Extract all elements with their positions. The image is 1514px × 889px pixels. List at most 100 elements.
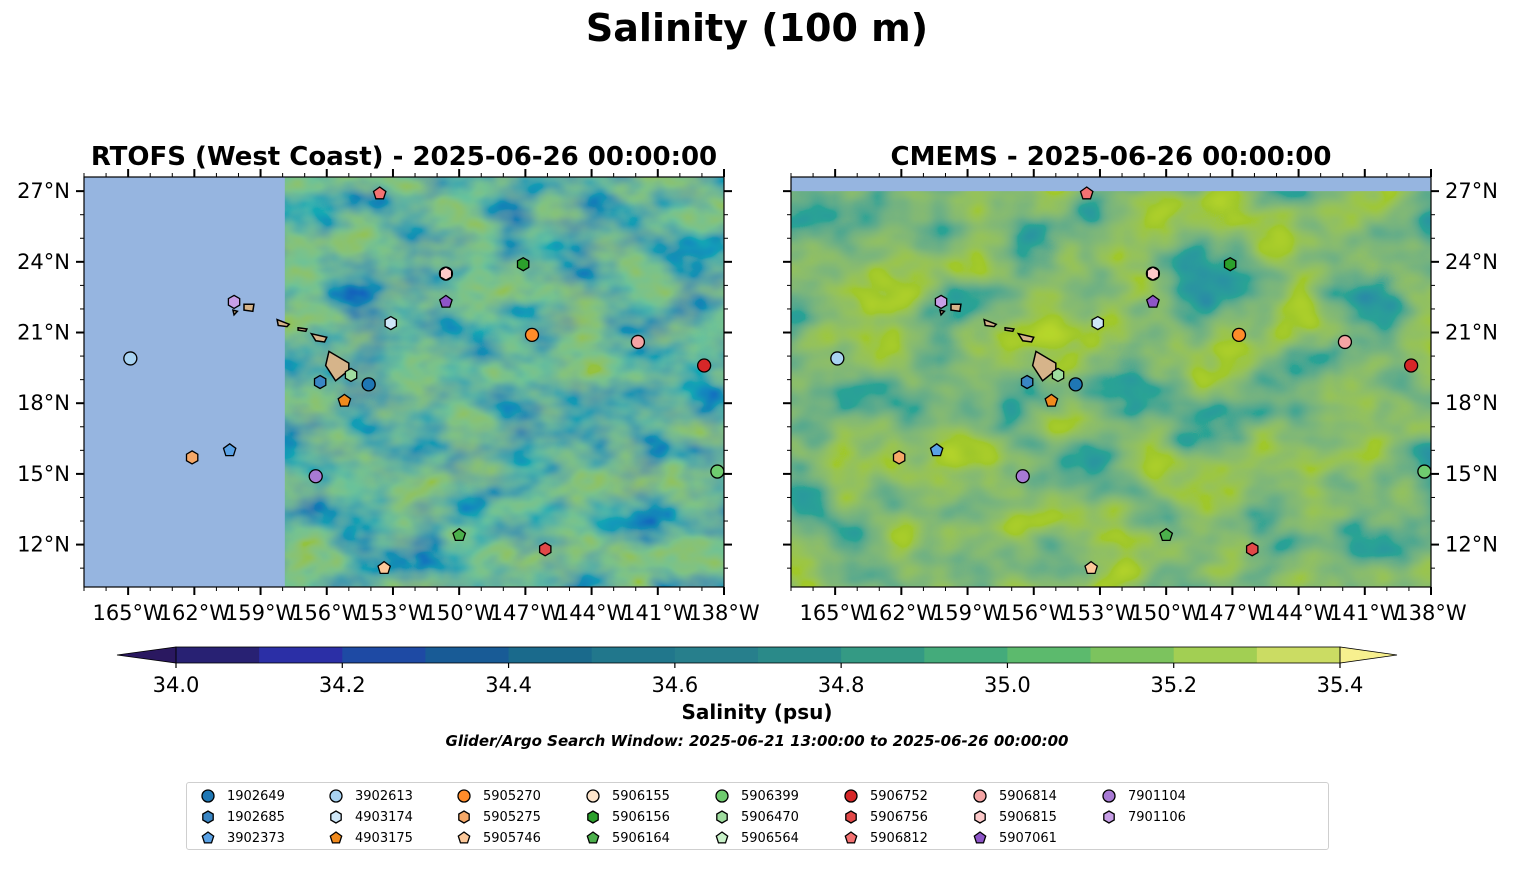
legend-item-5906756: 5906756 — [842, 807, 928, 827]
lon-tick-label: 141°W — [1329, 601, 1401, 625]
colorbar-bin — [259, 647, 343, 663]
platform-marker-5906156 — [1223, 256, 1237, 272]
legend-marker-5906155 — [586, 789, 600, 803]
legend-marker-5906470 — [716, 810, 728, 824]
lon-tick-label: 156°W — [291, 601, 363, 625]
lat-tick-label: 15°N — [17, 462, 70, 486]
legend-item-5907061: 5907061 — [971, 828, 1057, 848]
rtofs-map-panel: 165°W162°W159°W156°W153°W150°W147°W144°W… — [17, 169, 760, 625]
legend-marker-5906815 — [974, 810, 986, 824]
lon-tick-label: 159°W — [225, 601, 297, 625]
legend-item-5905746: 5905746 — [455, 828, 541, 848]
hexagon-marker-icon — [974, 810, 986, 824]
lon-tick-label: 144°W — [1263, 601, 1335, 625]
platform-marker-5906756 — [538, 542, 552, 557]
colorbar-tick-label: 34.6 — [651, 673, 698, 697]
platform-marker-3902613 — [123, 351, 138, 366]
lat-tick-label: 15°N — [1445, 462, 1498, 486]
circle-marker-icon — [1102, 789, 1116, 803]
rtofs-map-frame — [83, 176, 725, 588]
legend-marker-5906399 — [715, 789, 729, 803]
platform-marker-5906815 — [1146, 266, 1160, 281]
pentagon-marker-icon — [201, 831, 215, 844]
legend-label: 7901106 — [1128, 809, 1186, 825]
colorbar-bin — [924, 647, 1008, 663]
colorbar-tick-label: 35.0 — [984, 673, 1031, 697]
platform-marker-1902685 — [1020, 374, 1034, 390]
lon-tick-label: 138°W — [688, 601, 760, 625]
lat-tick-label: 27°N — [17, 179, 70, 203]
circle-marker-icon — [715, 789, 729, 803]
platform-marker-5906756 — [1245, 542, 1259, 557]
legend-marker-5906812 — [844, 831, 858, 844]
legend-item-5906156: 5906156 — [584, 807, 670, 827]
legend-marker-5906156 — [587, 810, 599, 824]
colorbar-bin — [342, 647, 426, 663]
pentagon-marker-icon — [844, 831, 858, 844]
rtofs-nodata-region — [84, 177, 285, 587]
colorbar-over-extension — [1339, 646, 1398, 664]
rtofs-panel-title: RTOFS (West Coast) - 2025-06-26 00:00:00 — [90, 142, 718, 172]
rtofs-salinity-field — [84, 177, 724, 587]
circle-marker-icon — [844, 789, 858, 803]
legend-label: 5906155 — [612, 788, 670, 804]
legend-label: 5905270 — [483, 788, 541, 804]
hexagon-marker-icon — [458, 810, 470, 824]
lon-tick-label: 144°W — [556, 601, 628, 625]
legend-marker-4903175 — [329, 831, 343, 844]
lat-tick-label: 24°N — [1445, 250, 1498, 274]
cmems-map-frame — [790, 176, 1432, 588]
cmems-nodata-strip — [791, 177, 1431, 192]
lon-tick-label: 159°W — [932, 601, 1004, 625]
colorbar-tick-label: 34.0 — [153, 673, 200, 697]
legend-label: 3902613 — [355, 788, 413, 804]
legend-item-7901106: 7901106 — [1100, 807, 1186, 827]
legend-marker-3902613 — [329, 789, 343, 803]
legend-item-5906564: 5906564 — [713, 828, 799, 848]
platform-marker-5906156 — [516, 256, 530, 272]
legend-marker-4903174 — [330, 810, 342, 824]
platform-marker-5905746 — [1084, 560, 1099, 575]
circle-marker-icon — [201, 789, 215, 803]
platform-marker-5905275 — [892, 450, 906, 465]
circle-marker-icon — [586, 789, 600, 803]
colorbar-tick-label: 34.4 — [485, 673, 532, 697]
legend-label: 1902685 — [227, 809, 285, 825]
platform-marker-4903174 — [384, 315, 398, 331]
hexagon-marker-icon — [1103, 810, 1115, 824]
lon-tick-label: 156°W — [998, 601, 1070, 625]
colorbar-bin — [1007, 647, 1092, 663]
legend-item-5906815: 5906815 — [971, 807, 1057, 827]
legend-label: 5906752 — [870, 788, 928, 804]
legend-label: 7901104 — [1128, 788, 1186, 804]
circle-marker-icon — [329, 789, 343, 803]
platform-marker-7901104 — [1015, 469, 1030, 484]
platform-marker-4903175 — [1044, 393, 1059, 407]
colorbar-tick-label: 35.4 — [1317, 673, 1364, 697]
hawaiian-island — [983, 318, 998, 328]
legend-item-5905270: 5905270 — [455, 786, 541, 806]
hawaiian-island — [938, 309, 946, 317]
legend-item-5905275: 5905275 — [455, 807, 541, 827]
lat-tick-label: 21°N — [1445, 321, 1498, 345]
hexagon-marker-icon — [587, 810, 599, 824]
pentagon-marker-icon — [586, 831, 600, 844]
lon-tick-label: 150°W — [423, 601, 495, 625]
colorbar-bin — [176, 647, 260, 663]
lon-tick-label: 162°W — [866, 601, 938, 625]
hexagon-marker-icon — [202, 810, 214, 824]
legend-marker-5906814 — [973, 789, 987, 803]
legend-marker-5906564 — [715, 831, 729, 844]
legend-label: 5905275 — [483, 809, 541, 825]
pentagon-marker-icon — [329, 831, 343, 844]
platform-marker-5906470 — [1051, 367, 1065, 383]
lat-tick-label: 27°N — [1445, 179, 1498, 203]
legend-label: 3902373 — [227, 830, 285, 846]
legend-item-5906155: 5906155 — [584, 786, 670, 806]
hawaiian-island — [297, 326, 309, 333]
legend-marker-7901106 — [1103, 810, 1115, 824]
platform-marker-5906470 — [344, 367, 358, 383]
legend-marker-3902373 — [201, 831, 215, 844]
legend-label: 5907061 — [999, 830, 1057, 846]
